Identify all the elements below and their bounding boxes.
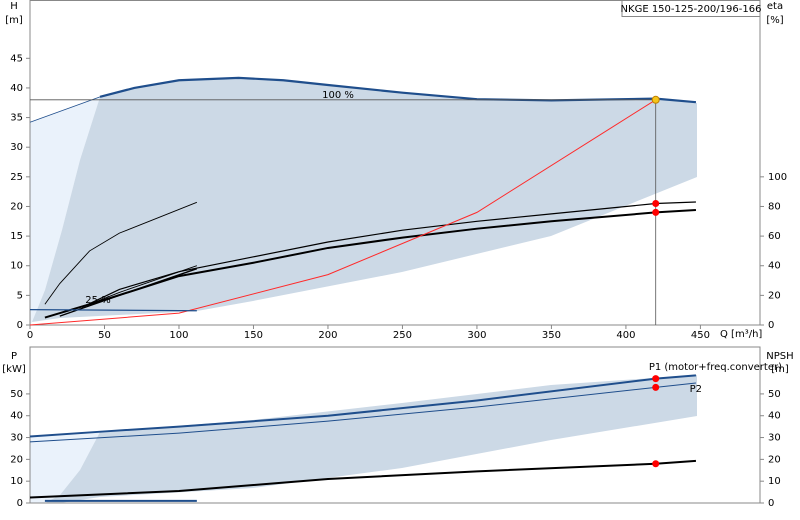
y-tick-label: 15 — [10, 231, 23, 242]
y-axis-unit: [kW] — [2, 364, 26, 375]
y-tick-label: 40 — [10, 83, 23, 94]
y-tick-label: 0 — [17, 498, 23, 509]
chart-title: NKGE 150-125-200/196-166 — [621, 4, 762, 15]
duty-point — [652, 460, 660, 468]
y-tick-label: 40 — [10, 411, 23, 422]
y-tick-label: 10 — [10, 261, 23, 272]
y-tick-label: 10 — [10, 476, 23, 487]
y-axis-unit: [m] — [5, 15, 23, 26]
y-tick-label: 30 — [10, 142, 23, 153]
x-axis-label: Q [m³/h] — [720, 329, 762, 340]
curve-label: P2 — [690, 384, 702, 395]
duty-point — [652, 375, 660, 383]
curve — [29, 308, 197, 312]
y-tick-label: 45 — [10, 53, 23, 64]
title-box — [621, 0, 761, 17]
y2-tick-label: 60 — [768, 231, 781, 242]
y2-tick-label: 0 — [768, 320, 774, 331]
y2-tick-label: 40 — [768, 261, 781, 272]
plot-frame — [29, 346, 761, 504]
y-tick-label: 35 — [10, 113, 23, 124]
curve — [29, 459, 697, 499]
duty-point — [652, 383, 660, 391]
operating-range-area — [45, 375, 697, 503]
y-tick-label: 0 — [17, 320, 23, 331]
duty-point — [652, 208, 660, 216]
curve — [81, 265, 198, 308]
curve-label: P1 (motor+freq.converter) — [649, 362, 782, 373]
duty-point — [652, 200, 660, 208]
y2-tick-label: 80 — [768, 201, 781, 212]
y-tick-label: 25 — [10, 172, 23, 183]
x-tick-label: 200 — [318, 330, 337, 341]
curve — [29, 382, 696, 443]
y-tick-label: 50 — [10, 389, 23, 400]
y2-tick-label: 40 — [768, 411, 781, 422]
operating-range-area — [32, 79, 697, 322]
y-axis-label: P — [11, 351, 17, 362]
y-tick-label: 20 — [10, 454, 23, 465]
y2-axis-unit: [%] — [766, 15, 783, 26]
curve — [59, 268, 198, 317]
y-tick-label: 5 — [17, 290, 23, 301]
y-axis-label: H — [10, 1, 18, 12]
curve — [29, 96, 101, 123]
duty-point — [651, 95, 660, 104]
extended-range-area — [30, 432, 100, 503]
y2-tick-label: 20 — [768, 290, 781, 301]
plot-frame — [29, 0, 761, 326]
x-tick-label: 300 — [467, 330, 486, 341]
curve — [44, 201, 198, 305]
x-tick-label: 250 — [393, 330, 412, 341]
y2-axis-label: NPSH — [766, 351, 793, 362]
x-tick-label: 450 — [691, 330, 710, 341]
x-tick-label: 400 — [616, 330, 635, 341]
x-tick-label: 100 — [169, 330, 188, 341]
y2-tick-label: 30 — [768, 433, 781, 444]
y2-axis-label: eta — [767, 1, 783, 12]
y2-tick-label: 50 — [768, 389, 781, 400]
x-tick-label: 350 — [542, 330, 561, 341]
x-tick-label: 50 — [98, 330, 111, 341]
y2-tick-label: 10 — [768, 476, 781, 487]
y2-axis-unit: [m] — [771, 364, 789, 375]
extended-range-area — [30, 97, 100, 325]
y2-tick-label: 20 — [768, 454, 781, 465]
x-tick-label: 0 — [27, 330, 33, 341]
curve — [81, 201, 696, 308]
curve — [29, 99, 656, 326]
y2-tick-label: 100 — [768, 172, 787, 183]
y-tick-label: 30 — [10, 433, 23, 444]
y-tick-label: 20 — [10, 201, 23, 212]
x-tick-label: 150 — [244, 330, 263, 341]
y2-tick-label: 0 — [768, 498, 774, 509]
annotation: 100 % — [322, 90, 354, 101]
